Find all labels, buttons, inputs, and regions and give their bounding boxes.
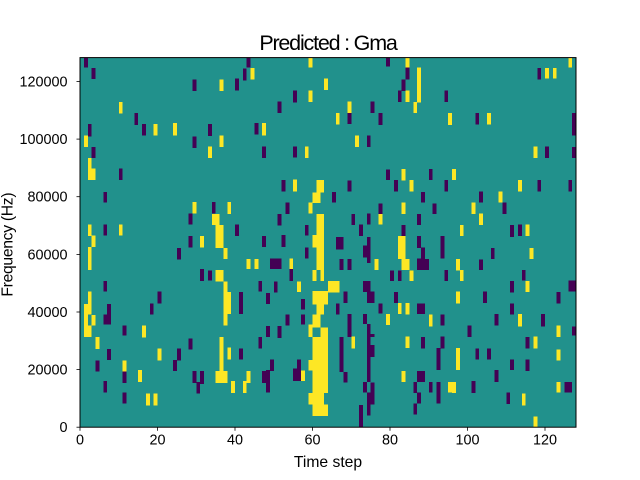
svg-text:20: 20: [149, 432, 165, 448]
svg-text:Predicted : Gma: Predicted : Gma: [259, 31, 398, 55]
svg-text:100: 100: [455, 432, 479, 448]
svg-text:40: 40: [227, 432, 243, 448]
svg-text:40000: 40000: [27, 305, 67, 321]
svg-text:120: 120: [533, 432, 557, 448]
svg-text:100000: 100000: [19, 132, 67, 148]
svg-text:80000: 80000: [27, 190, 67, 206]
svg-text:Time step: Time step: [294, 454, 363, 471]
svg-text:80: 80: [382, 432, 398, 448]
svg-text:Frequency (Hz): Frequency (Hz): [0, 193, 17, 297]
svg-text:20000: 20000: [27, 363, 67, 379]
svg-text:0: 0: [76, 432, 84, 448]
svg-text:60000: 60000: [27, 247, 67, 263]
svg-text:60: 60: [304, 432, 320, 448]
svg-text:0: 0: [59, 420, 67, 436]
svg-text:120000: 120000: [19, 75, 67, 91]
